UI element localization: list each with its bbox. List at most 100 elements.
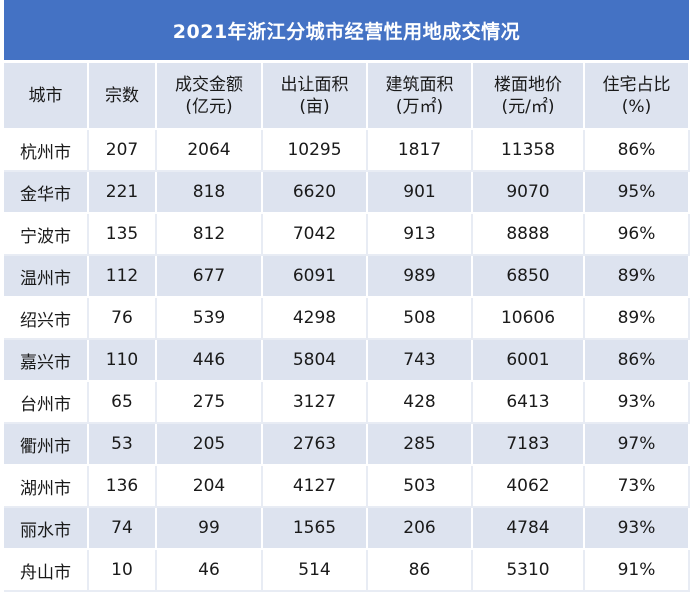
cell-count: 10 <box>88 549 157 592</box>
header-floor-price-unit: (元/㎡) <box>501 96 555 117</box>
cell-count: 112 <box>88 255 157 298</box>
header-building-area: 建筑面积 (万㎡) <box>367 63 473 130</box>
table-row: 宁波市 135 812 7042 913 8888 96% <box>4 213 690 256</box>
header-amount-unit: (亿元) <box>185 96 233 117</box>
header-city: 城市 <box>4 63 89 130</box>
cell-residential-share: 91% <box>584 549 690 592</box>
cell-floor-price: 5310 <box>472 549 585 592</box>
cell-floor-price: 6850 <box>472 255 585 298</box>
cell-residential-share: 93% <box>584 507 690 550</box>
header-amount-label: 成交金额 <box>175 74 243 95</box>
table-header: 城市 宗数 成交金额 (亿元) 出让面积 (亩) 建筑面积 (万㎡) 楼面地价 (元/㎡… <box>4 63 690 130</box>
cell-count: 74 <box>88 507 157 550</box>
cell-city: 温州市 <box>4 255 89 298</box>
cell-city: 金华市 <box>4 171 89 214</box>
cell-land-area: 6620 <box>262 171 368 214</box>
cell-land-area: 3127 <box>262 381 368 424</box>
cell-city: 绍兴市 <box>4 297 89 340</box>
cell-building-area: 508 <box>367 297 473 340</box>
cell-floor-price: 10606 <box>472 297 585 340</box>
cell-amount: 446 <box>156 339 263 382</box>
cell-floor-price: 7183 <box>472 423 585 466</box>
cell-land-area: 4127 <box>262 465 368 508</box>
cell-land-area: 1565 <box>262 507 368 550</box>
cell-building-area: 285 <box>367 423 473 466</box>
header-row: 城市 宗数 成交金额 (亿元) 出让面积 (亩) 建筑面积 (万㎡) 楼面地价 (元/㎡… <box>4 63 690 130</box>
cell-residential-share: 96% <box>584 213 690 256</box>
table-row: 舟山市 10 46 514 86 5310 91% <box>4 549 690 592</box>
cell-city: 杭州市 <box>4 129 89 172</box>
table-row: 温州市 112 677 6091 989 6850 89% <box>4 255 690 298</box>
header-building-area-label: 建筑面积 <box>385 74 454 95</box>
header-count-label: 宗数 <box>105 85 139 106</box>
header-land-area: 出让面积 (亩) <box>262 63 368 130</box>
cell-amount: 539 <box>156 297 263 340</box>
cell-amount: 818 <box>156 171 263 214</box>
table-row: 丽水市 74 99 1565 206 4784 93% <box>4 507 690 550</box>
cell-building-area: 428 <box>367 381 473 424</box>
cell-building-area: 743 <box>367 339 473 382</box>
cell-city: 丽水市 <box>4 507 89 550</box>
table-row: 金华市 221 818 6620 901 9070 95% <box>4 171 690 214</box>
header-floor-price-label: 楼面地价 <box>494 74 562 95</box>
cell-city: 台州市 <box>4 381 89 424</box>
header-residential-share-label: 住宅占比 <box>602 74 671 95</box>
cell-amount: 46 <box>156 549 263 592</box>
cell-land-area: 10295 <box>262 129 368 172</box>
cell-floor-price: 6001 <box>472 339 585 382</box>
title-bar: 2021年浙江分城市经营性用地成交情况 <box>4 0 689 63</box>
cell-amount: 812 <box>156 213 263 256</box>
cell-amount: 204 <box>156 465 263 508</box>
header-land-area-label: 出让面积 <box>280 74 349 95</box>
table-title: 2021年浙江分城市经营性用地成交情况 <box>172 20 521 43</box>
header-city-label: 城市 <box>28 85 63 106</box>
cell-floor-price: 9070 <box>472 171 585 214</box>
header-count: 宗数 <box>88 63 157 130</box>
table-row: 绍兴市 76 539 4298 508 10606 89% <box>4 297 690 340</box>
cell-residential-share: 73% <box>584 465 690 508</box>
table-row: 湖州市 136 204 4127 503 4062 73% <box>4 465 690 508</box>
header-building-area-unit: (万㎡) <box>395 96 444 117</box>
table-row: 嘉兴市 110 446 5804 743 6001 86% <box>4 339 690 382</box>
cell-city: 湖州市 <box>4 465 89 508</box>
cell-amount: 205 <box>156 423 263 466</box>
cell-residential-share: 86% <box>584 129 690 172</box>
header-floor-price: 楼面地价 (元/㎡) <box>472 63 585 130</box>
table-row: 杭州市 207 2064 10295 1817 11358 86% <box>4 129 690 172</box>
cell-count: 135 <box>88 213 157 256</box>
cell-count: 65 <box>88 381 157 424</box>
cell-residential-share: 95% <box>584 171 690 214</box>
cell-residential-share: 89% <box>584 297 690 340</box>
cell-count: 76 <box>88 297 157 340</box>
table-body: 杭州市 207 2064 10295 1817 11358 86% 金华市 221 818 6620… <box>4 129 690 592</box>
cell-amount: 677 <box>156 255 263 298</box>
cell-land-area: 5804 <box>262 339 368 382</box>
table-row: 台州市 65 275 3127 428 6413 93% <box>4 381 690 424</box>
header-residential-share-unit: (%) <box>621 96 652 117</box>
cell-floor-price: 11358 <box>472 129 585 172</box>
cell-amount: 99 <box>156 507 263 550</box>
cell-floor-price: 4784 <box>472 507 585 550</box>
cell-city: 舟山市 <box>4 549 89 592</box>
cell-amount: 275 <box>156 381 263 424</box>
cell-count: 110 <box>88 339 157 382</box>
data-table: 城市 宗数 成交金额 (亿元) 出让面积 (亩) 建筑面积 (万㎡) 楼面地价 (元/㎡… <box>4 63 690 592</box>
header-residential-share: 住宅占比 (%) <box>584 63 690 130</box>
cell-city: 衢州市 <box>4 423 89 466</box>
cell-building-area: 206 <box>367 507 473 550</box>
cell-building-area: 901 <box>367 171 473 214</box>
cell-floor-price: 4062 <box>472 465 585 508</box>
cell-count: 207 <box>88 129 157 172</box>
cell-residential-share: 97% <box>584 423 690 466</box>
cell-building-area: 913 <box>367 213 473 256</box>
cell-city: 宁波市 <box>4 213 89 256</box>
cell-building-area: 503 <box>367 465 473 508</box>
header-amount: 成交金额 (亿元) <box>156 63 263 130</box>
header-land-area-unit: (亩) <box>299 96 330 117</box>
cell-land-area: 7042 <box>262 213 368 256</box>
cell-residential-share: 86% <box>584 339 690 382</box>
cell-count: 53 <box>88 423 157 466</box>
cell-floor-price: 6413 <box>472 381 585 424</box>
cell-building-area: 86 <box>367 549 473 592</box>
